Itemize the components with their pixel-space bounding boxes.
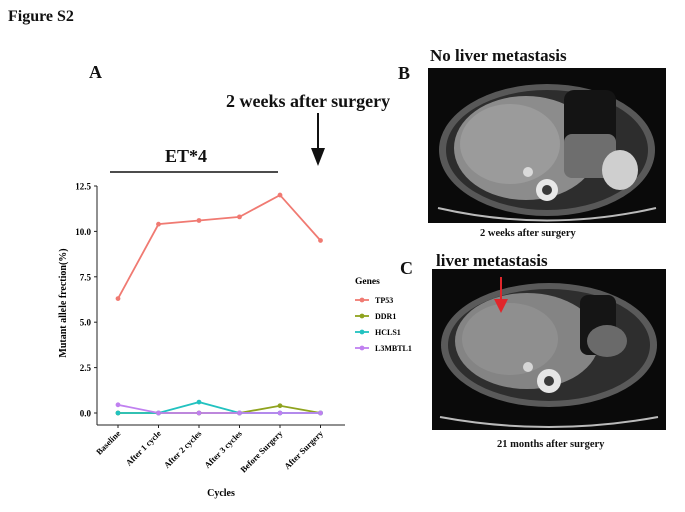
data-point-tp53	[115, 296, 121, 301]
series-line-tp53	[117, 193, 322, 300]
data-point-ddr1	[277, 403, 283, 409]
data-point-l3mbtl1	[196, 410, 202, 416]
ct-c-caption: 21 months after surgery	[497, 439, 605, 450]
data-point-tp53	[156, 221, 161, 227]
et-annotation: ET*4	[165, 146, 208, 166]
y-tick-label: 12.5	[75, 182, 91, 192]
y-tick-label: 10.0	[75, 227, 91, 237]
ct-b-title: No liver metastasis	[430, 46, 567, 65]
legend-marker-tp53	[359, 297, 365, 303]
panel-letter-c: C	[400, 258, 413, 278]
x-tick-label: After 2 cycles	[162, 428, 204, 470]
data-point-tp53	[196, 218, 202, 223]
x-tick-label: Before Surgery	[238, 428, 285, 475]
x-tick-label: After 1 cycle	[124, 428, 163, 467]
surgery-annotation: 2 weeks after surgery	[226, 91, 391, 111]
x-tick-label: Baseline	[94, 428, 123, 457]
data-point-l3mbtl1	[156, 410, 161, 416]
data-point-hcls1	[196, 399, 202, 405]
legend-label-ddr1: DDR1	[375, 312, 396, 321]
x-axis-label: Cycles	[207, 488, 235, 499]
y-tick-label: 2.5	[80, 363, 92, 373]
legend-marker-ddr1	[359, 313, 365, 319]
data-point-l3mbtl1	[115, 402, 121, 408]
x-tick-label: After 3 cycles	[202, 428, 244, 470]
legend-title: Genes	[355, 277, 380, 287]
x-tick-label: After Surgery	[282, 428, 325, 471]
legend-label-tp53: TP53	[375, 296, 393, 305]
data-point-l3mbtl1	[277, 410, 283, 416]
data-point-hcls1	[115, 410, 121, 416]
legend-label-hcls1: HCLS1	[375, 328, 401, 337]
ct-b-caption: 2 weeks after surgery	[480, 228, 576, 239]
surgery-arrow-icon	[311, 113, 325, 166]
data-point-tp53	[237, 214, 242, 220]
ct-scan-b	[428, 68, 666, 223]
legend-marker-hcls1	[359, 329, 365, 335]
ct-c-title: liver metastasis	[436, 251, 548, 270]
y-tick-label: 5.0	[80, 318, 92, 328]
figure-title: Figure S2	[8, 8, 74, 25]
data-point-tp53	[318, 238, 323, 243]
panel-letter-a: A	[89, 62, 102, 82]
ct-scan-c	[432, 269, 666, 430]
y-tick-label: 0.0	[80, 409, 92, 419]
data-point-l3mbtl1	[318, 410, 323, 416]
y-axis-label: Mutant allele frection(%)	[58, 248, 69, 357]
y-tick-label: 7.5	[80, 272, 92, 282]
data-point-l3mbtl1	[237, 410, 242, 416]
series-line-l3mbtl1	[117, 403, 321, 414]
legend: Genes TP53 DDR1 HCLS1 L3MBTL1	[355, 277, 412, 353]
panel-letter-b: B	[398, 63, 411, 83]
legend-marker-l3mbtl1	[359, 345, 365, 351]
metastasis-arrow-icon	[494, 277, 508, 313]
data-point-tp53	[277, 192, 283, 198]
legend-label-l3mbtl1: L3MBTL1	[375, 344, 412, 353]
